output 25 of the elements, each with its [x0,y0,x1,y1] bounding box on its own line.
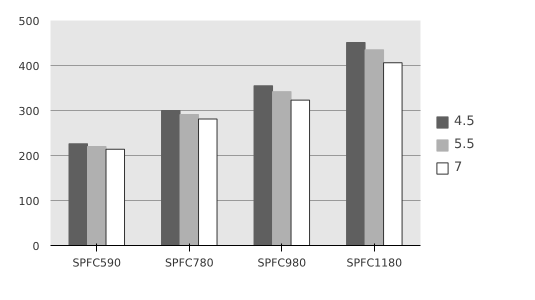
y-tick-label: 200 [18,150,40,163]
x-tick-label: SPFC980 [257,256,306,270]
bar [106,148,126,246]
bar [87,146,107,246]
bar [383,62,403,246]
x-tick-label: SPFC1180 [346,256,402,270]
bar [290,100,310,246]
bar [68,143,88,246]
bar [346,42,366,246]
y-tick-label: 0 [32,240,40,253]
bar [180,114,200,246]
y-tick-label: 500 [18,15,40,28]
y-tick-label: 100 [18,195,40,208]
bar [272,91,292,246]
x-tick-label: SPFC590 [72,256,122,270]
bar [198,118,218,246]
x-tick-label: SPFC780 [164,256,214,270]
bar [161,110,181,246]
legend-label: 7 [454,160,464,175]
legend-label: 5.5 [454,137,476,152]
bar [364,49,384,246]
y-tick-label: 300 [18,105,40,118]
bar [254,85,274,246]
y-tick-label: 400 [18,60,40,73]
legend-label: 4.5 [454,114,476,129]
